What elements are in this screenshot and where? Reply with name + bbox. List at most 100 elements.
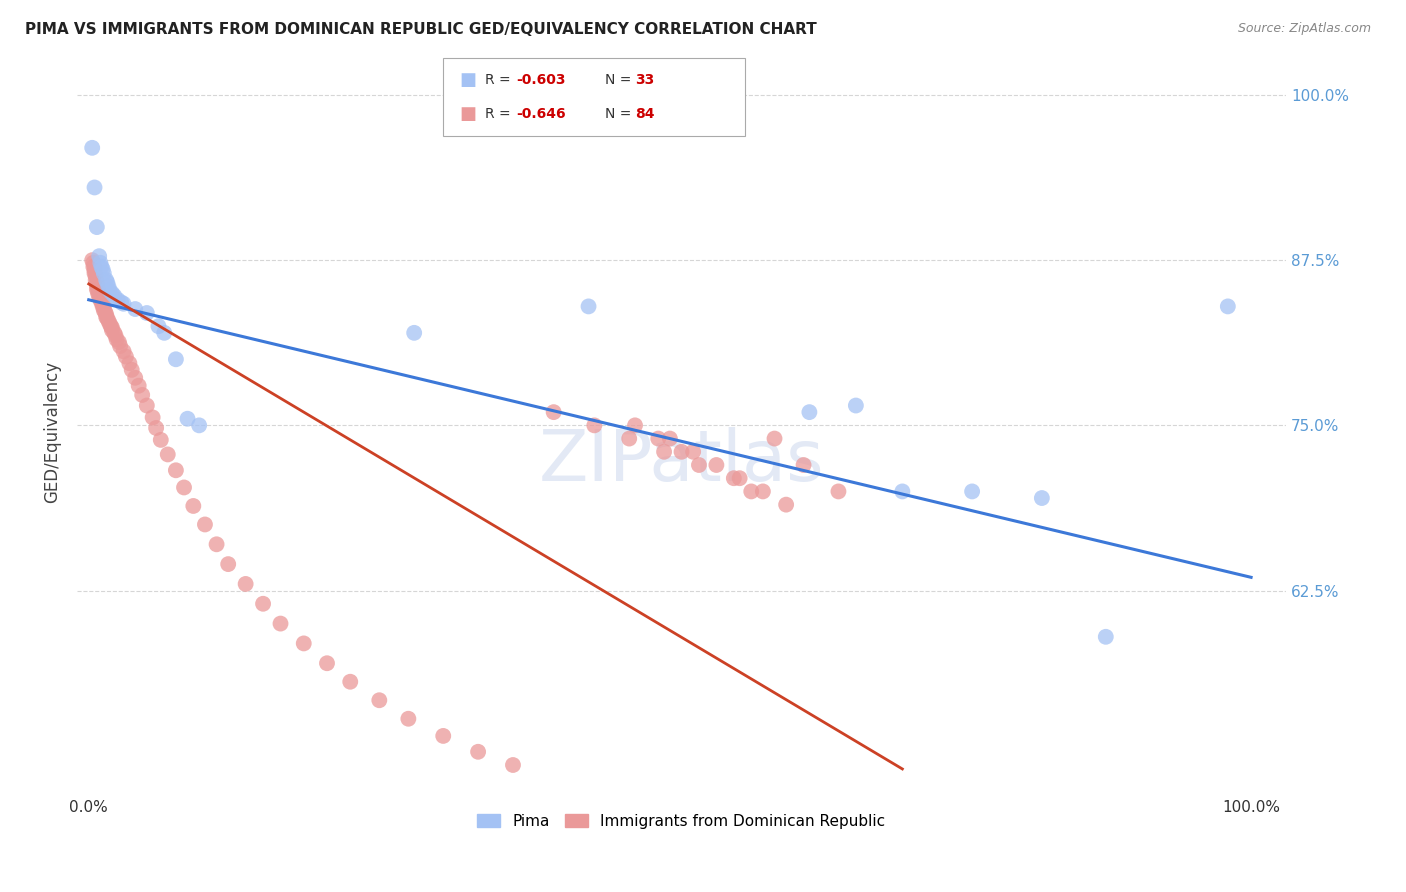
Immigrants from Dominican Republic — [101, 320, 124, 334]
Immigrants from Dominican Republic — [467, 745, 489, 759]
Immigrants from Dominican Republic — [124, 371, 146, 385]
Immigrants from Dominican Republic — [156, 447, 179, 461]
Immigrants from Dominican Republic — [658, 432, 681, 446]
Immigrants from Dominican Republic — [793, 458, 815, 472]
Pima — [86, 220, 108, 235]
Text: ■: ■ — [460, 105, 477, 123]
Immigrants from Dominican Republic — [149, 433, 172, 447]
Immigrants from Dominican Republic — [728, 471, 751, 485]
Pima — [89, 249, 111, 263]
Immigrants from Dominican Republic — [89, 286, 111, 301]
Immigrants from Dominican Republic — [91, 300, 114, 314]
Immigrants from Dominican Republic — [101, 323, 124, 337]
Immigrants from Dominican Republic — [108, 335, 131, 350]
Pima — [135, 306, 157, 320]
Text: -0.603: -0.603 — [516, 73, 565, 87]
Immigrants from Dominican Republic — [94, 307, 117, 321]
Immigrants from Dominican Republic — [145, 421, 167, 435]
Pima — [90, 260, 112, 274]
Immigrants from Dominican Republic — [624, 418, 647, 433]
Immigrants from Dominican Republic — [108, 339, 131, 353]
Pima — [165, 352, 187, 367]
Immigrants from Dominican Republic — [205, 537, 228, 551]
Text: 84: 84 — [636, 108, 655, 121]
Pima — [404, 326, 426, 340]
Immigrants from Dominican Republic — [583, 418, 606, 433]
Immigrants from Dominican Republic — [89, 293, 111, 307]
Immigrants from Dominican Republic — [84, 273, 107, 287]
Immigrants from Dominican Republic — [83, 266, 105, 280]
Pima — [1216, 300, 1239, 314]
Pima — [107, 293, 129, 307]
Legend: Pima, Immigrants from Dominican Republic: Pima, Immigrants from Dominican Republic — [471, 808, 891, 835]
Immigrants from Dominican Republic — [83, 260, 105, 274]
Immigrants from Dominican Republic — [217, 557, 239, 571]
Immigrants from Dominican Republic — [752, 484, 775, 499]
Pima — [188, 418, 211, 433]
Pima — [94, 273, 117, 287]
Immigrants from Dominican Republic — [94, 304, 117, 318]
Immigrants from Dominican Republic — [104, 328, 127, 343]
Immigrants from Dominican Republic — [128, 378, 150, 392]
Pima — [1094, 630, 1116, 644]
Immigrants from Dominican Republic — [740, 484, 762, 499]
Immigrants from Dominican Republic — [368, 693, 391, 707]
Immigrants from Dominican Republic — [775, 498, 797, 512]
Immigrants from Dominican Republic — [87, 282, 110, 296]
Immigrants from Dominican Republic — [89, 290, 111, 304]
Immigrants from Dominican Republic — [723, 471, 745, 485]
Immigrants from Dominican Republic — [93, 303, 115, 318]
Immigrants from Dominican Republic — [165, 463, 187, 477]
Immigrants from Dominican Republic — [103, 326, 125, 340]
Immigrants from Dominican Republic — [763, 432, 786, 446]
Text: PIMA VS IMMIGRANTS FROM DOMINICAN REPUBLIC GED/EQUIVALENCY CORRELATION CHART: PIMA VS IMMIGRANTS FROM DOMINICAN REPUBL… — [25, 22, 817, 37]
Immigrants from Dominican Republic — [83, 264, 105, 278]
Immigrants from Dominican Republic — [619, 432, 641, 446]
Immigrants from Dominican Republic — [115, 350, 138, 364]
Immigrants from Dominican Republic — [86, 282, 108, 296]
Immigrants from Dominican Republic — [183, 499, 205, 513]
Immigrants from Dominican Republic — [647, 432, 669, 446]
Y-axis label: GED/Equivalency: GED/Equivalency — [44, 361, 60, 503]
Immigrants from Dominican Republic — [112, 344, 135, 359]
Immigrants from Dominican Republic — [82, 253, 104, 268]
Immigrants from Dominican Republic — [652, 444, 675, 458]
Text: R =: R = — [485, 73, 515, 87]
Immigrants from Dominican Republic — [235, 577, 257, 591]
Immigrants from Dominican Republic — [86, 278, 108, 293]
Immigrants from Dominican Republic — [86, 276, 108, 290]
Immigrants from Dominican Republic — [316, 657, 339, 671]
Pima — [83, 180, 105, 194]
Text: ■: ■ — [460, 71, 477, 89]
Pima — [91, 262, 114, 277]
Text: N =: N = — [605, 108, 636, 121]
Immigrants from Dominican Republic — [688, 458, 710, 472]
Immigrants from Dominican Republic — [105, 333, 128, 347]
Immigrants from Dominican Republic — [121, 363, 143, 377]
Immigrants from Dominican Republic — [94, 310, 117, 324]
Pima — [148, 319, 170, 334]
Immigrants from Dominican Republic — [396, 712, 419, 726]
Pima — [101, 286, 124, 301]
Immigrants from Dominican Republic — [96, 311, 118, 326]
Pima — [82, 141, 104, 155]
Immigrants from Dominican Republic — [90, 295, 112, 310]
Immigrants from Dominican Republic — [135, 399, 157, 413]
Immigrants from Dominican Republic — [252, 597, 274, 611]
Immigrants from Dominican Republic — [91, 297, 114, 311]
Immigrants from Dominican Republic — [432, 729, 454, 743]
Text: R =: R = — [485, 108, 515, 121]
Immigrants from Dominican Republic — [270, 616, 292, 631]
Immigrants from Dominican Republic — [82, 256, 104, 270]
Pima — [124, 301, 146, 316]
Immigrants from Dominican Republic — [671, 444, 693, 458]
Pima — [112, 297, 135, 311]
Pima — [93, 266, 115, 280]
Immigrants from Dominican Republic — [194, 517, 217, 532]
Immigrants from Dominican Republic — [131, 388, 153, 402]
Immigrants from Dominican Republic — [502, 758, 524, 772]
Immigrants from Dominican Republic — [100, 319, 122, 334]
Immigrants from Dominican Republic — [543, 405, 565, 419]
Immigrants from Dominican Republic — [827, 484, 849, 499]
Text: Source: ZipAtlas.com: Source: ZipAtlas.com — [1237, 22, 1371, 36]
